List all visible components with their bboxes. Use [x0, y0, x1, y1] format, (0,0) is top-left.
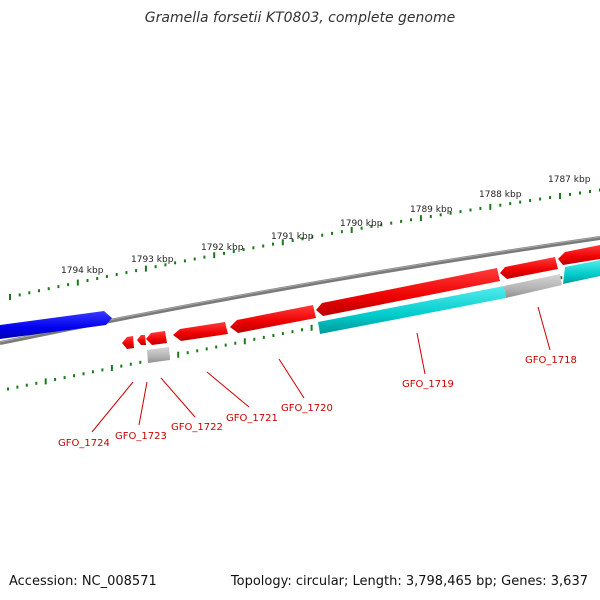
leader-line-gfo-1724 — [91, 381, 134, 433]
gray-feature-gfo-1718[interactable] — [504, 274, 562, 298]
forward-gene-blue[interactable] — [0, 311, 112, 339]
rna-feature-cyan-gfo-1719[interactable] — [318, 286, 506, 334]
leader-line-gfo-1722 — [160, 377, 196, 418]
gene-arrow-gfo-1722[interactable] — [146, 331, 167, 345]
gene-label-gfo-1719: GFO_1719 — [402, 379, 454, 390]
gene-label-gfo-1722: GFO_1722 — [171, 422, 223, 433]
gene-arrow-gfo-1718[interactable] — [500, 257, 558, 279]
gene-arrow-gfo-1721[interactable] — [173, 322, 228, 341]
gene-arrow-gfo-1720[interactable] — [230, 305, 316, 333]
gene-arrow-gfo-1724[interactable] — [122, 336, 134, 349]
outer-tick-ring — [9, 188, 600, 300]
gene-arrow-gfo-1717-segment[interactable] — [558, 245, 600, 265]
kbp-label: 1787 kbp — [548, 175, 591, 185]
kbp-label: 1793 kbp — [131, 255, 174, 265]
gene-label-gfo-1718: GFO_1718 — [525, 355, 577, 366]
gene-label-gfo-1721: GFO_1721 — [226, 413, 278, 424]
gene-label-gfo-1720: GFO_1720 — [281, 403, 333, 414]
kbp-label: 1790 kbp — [340, 219, 383, 229]
rna-feature-cyan-right[interactable] — [563, 260, 600, 284]
gene-arrow-gfo-1719[interactable] — [316, 268, 500, 316]
kbp-label: 1792 kbp — [201, 243, 244, 253]
accession-text: Accession: NC_008571 — [9, 574, 157, 589]
leader-line-gfo-1720 — [278, 358, 305, 399]
map-title: Gramella forsetii KT0803, complete genom… — [144, 10, 456, 26]
kbp-label: 1789 kbp — [410, 205, 453, 215]
gene-label-group: GFO_1724 GFO_1723 GFO_1722 GFO_1721 GFO_… — [58, 355, 577, 449]
kbp-label-group: 1794 kbp 1793 kbp 1792 kbp 1791 kbp 1790… — [61, 175, 591, 276]
gene-label-gfo-1723: GFO_1723 — [115, 431, 167, 442]
gray-feature-gfo-1722[interactable] — [147, 347, 170, 363]
kbp-label: 1791 kbp — [271, 232, 314, 242]
leader-line-gfo-1721 — [206, 371, 250, 408]
leader-line-gfo-1723 — [138, 381, 148, 426]
leader-line-gfo-1718 — [537, 306, 551, 351]
leader-line-gfo-1719 — [416, 332, 426, 375]
gene-label-gfo-1724: GFO_1724 — [58, 438, 110, 449]
gene-leader-lines — [91, 306, 551, 433]
kbp-label: 1788 kbp — [479, 190, 522, 200]
gene-arrow-gfo-1723[interactable] — [137, 335, 146, 345]
kbp-label: 1794 kbp — [61, 266, 104, 276]
summary-text: Topology: circular; Length: 3,798,465 bp… — [230, 574, 588, 589]
